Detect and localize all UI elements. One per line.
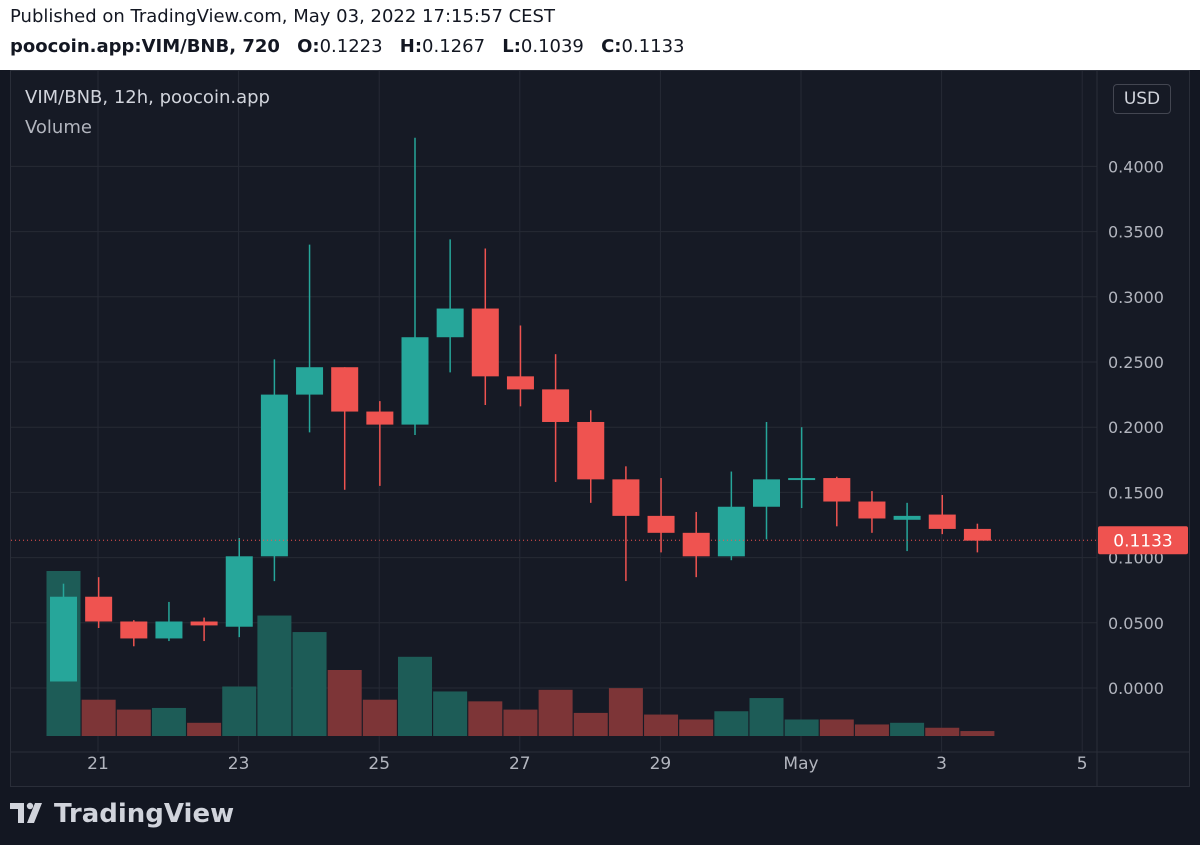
volume-bar — [749, 698, 784, 736]
candle-body — [401, 337, 429, 425]
y-tick-label: 0.4000 — [1108, 157, 1164, 176]
volume-legend-label[interactable]: Volume — [25, 117, 92, 138]
candle-layer — [50, 137, 991, 682]
volume-bar — [81, 699, 116, 736]
volume-bar — [854, 724, 889, 736]
x-tick-label: 21 — [87, 754, 109, 774]
candle-body — [893, 515, 921, 520]
footer — [0, 787, 1200, 845]
currency-button[interactable]: USD — [1113, 84, 1171, 114]
volume-bar — [327, 670, 362, 736]
last-price-label: 0.1133 — [1113, 531, 1172, 551]
candle-body — [788, 478, 816, 481]
volume-bar — [433, 691, 468, 736]
x-tick-label: 27 — [509, 754, 531, 774]
volume-bar — [819, 719, 854, 736]
candle-body — [823, 478, 851, 502]
volume-bar — [890, 722, 925, 736]
volume-bar — [187, 722, 222, 736]
ohlc-open-label: O: — [297, 36, 320, 57]
candle-body — [753, 479, 780, 507]
ohlc-low-value: 0.1039 — [520, 36, 584, 57]
x-tick-label: May — [783, 754, 818, 774]
candle-body — [577, 421, 605, 480]
candle-body — [506, 376, 534, 390]
y-tick-label: 0.3000 — [1108, 288, 1164, 307]
candle-body — [928, 514, 956, 529]
candle-body — [85, 596, 113, 622]
ohlc-readout: poocoin.app:VIM/BNB, 720 O:0.1223 H:0.12… — [10, 36, 685, 57]
volume-bar — [257, 615, 292, 736]
candle-body — [682, 532, 710, 557]
tradingview-logo-icon — [10, 802, 42, 823]
volume-bar — [222, 686, 257, 736]
x-tick-label: 3 — [936, 754, 947, 774]
x-tick-label: 23 — [228, 754, 250, 774]
x-tick-label: 5 — [1077, 754, 1088, 774]
volume-bar — [925, 727, 960, 736]
x-tick-label: 25 — [368, 754, 390, 774]
x-tick-label: 29 — [650, 754, 672, 774]
volume-bar — [784, 719, 819, 736]
candle-body — [225, 556, 253, 627]
candle-body — [120, 621, 148, 639]
last-price-label-box — [1098, 526, 1188, 555]
volume-bar — [503, 709, 538, 736]
published-header: Published on TradingView.com, May 03, 20… — [0, 0, 1200, 70]
volume-bar — [679, 719, 714, 736]
candle-body — [647, 515, 675, 533]
volume-bar — [608, 688, 643, 736]
candle-body — [331, 367, 359, 412]
y-tick-label: 0.2500 — [1108, 353, 1164, 372]
volume-bar — [116, 709, 151, 736]
candle-body — [296, 367, 324, 395]
volume-bar — [573, 712, 608, 736]
candle-body — [717, 506, 745, 557]
candle-body — [155, 621, 183, 639]
tradingview-brand: TradingView — [54, 799, 235, 829]
published-info: Published on TradingView.com, May 03, 20… — [10, 6, 555, 27]
candle-body — [963, 528, 991, 541]
candle-body — [612, 479, 640, 516]
candle-body — [542, 389, 570, 422]
y-tick-label: 0.0000 — [1108, 679, 1164, 698]
y-tick-label: 0.2000 — [1108, 418, 1164, 437]
grid-layer — [11, 71, 1097, 752]
candle-body — [471, 308, 499, 377]
volume-bar — [468, 701, 503, 736]
ohlc-open-value: 0.1223 — [319, 36, 383, 57]
volume-bar — [960, 731, 995, 736]
volume-bar — [151, 707, 186, 736]
ohlc-high-label: H: — [399, 36, 423, 57]
ohlc-high-value: 0.1267 — [422, 36, 486, 57]
volume-bar — [538, 689, 573, 736]
y-tick-label: 0.0500 — [1108, 614, 1164, 633]
y-tick-label: 0.1500 — [1108, 483, 1164, 502]
series-legend-title[interactable]: VIM/BNB, 12h, poocoin.app — [25, 87, 270, 108]
candle-body — [436, 308, 464, 338]
candle-body — [190, 621, 218, 626]
volume-bar — [644, 714, 679, 736]
ohlc-close-value: 0.1133 — [621, 36, 685, 57]
axis-layer: 0.40000.35000.30000.25000.20000.15000.10… — [11, 71, 1190, 787]
volume-bar — [398, 656, 432, 736]
volume-bar — [362, 699, 397, 736]
candle-body — [260, 394, 288, 557]
symbol-line: poocoin.app:VIM/BNB, 720 — [10, 36, 280, 57]
volume-layer — [46, 571, 995, 736]
volume-bar — [714, 711, 749, 736]
ohlc-low-label: L: — [502, 36, 521, 57]
candle-body — [858, 501, 886, 519]
volume-bar — [292, 632, 327, 736]
ohlc-close-label: C: — [601, 36, 622, 57]
candle-body — [366, 411, 394, 425]
candle-body — [50, 596, 77, 682]
y-tick-label: 0.3500 — [1108, 223, 1164, 242]
